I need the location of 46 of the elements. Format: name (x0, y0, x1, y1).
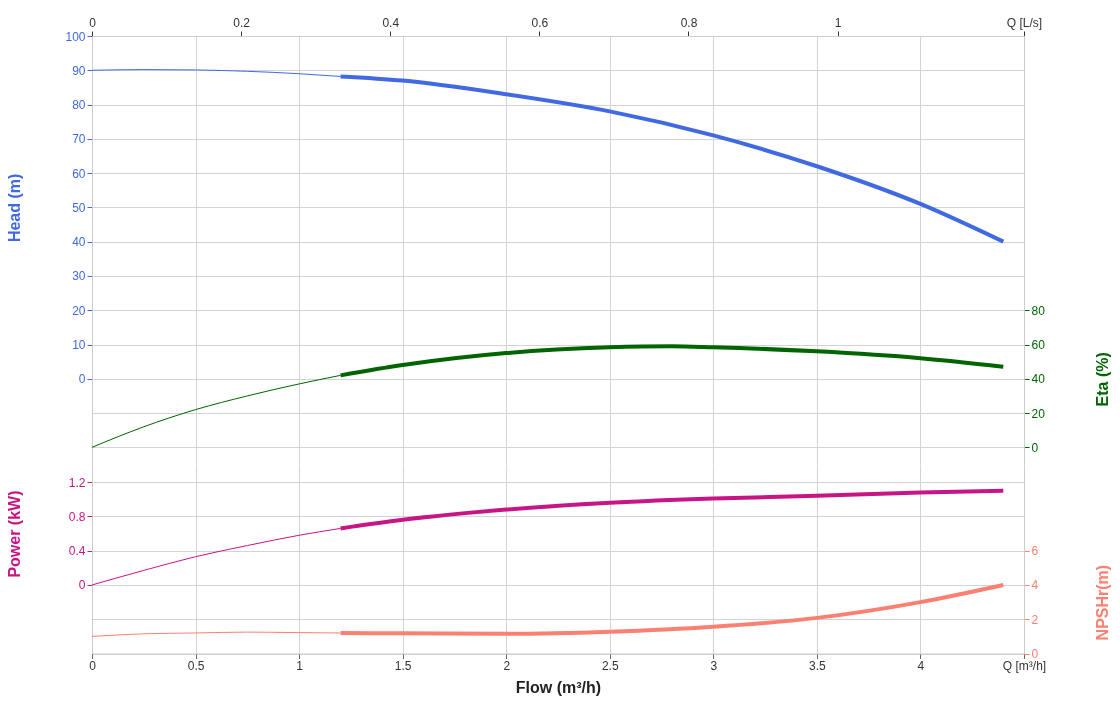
x-tick-label: 0 (89, 659, 97, 674)
x2-tick-label: 0.8 (680, 15, 698, 30)
y-tick-label: 80 (72, 98, 86, 113)
y-tick-label: 30 (72, 269, 86, 284)
y2-tick-label: 4 (1031, 578, 1039, 593)
x-tick-label: 2 (503, 659, 511, 674)
x-tick-label: 4 (917, 659, 925, 674)
x-tick-label: 3 (710, 659, 718, 674)
x2-tick-label: 1 (834, 15, 842, 30)
y-tick-label: 60 (72, 166, 86, 181)
y-tick-label: 70 (72, 132, 86, 147)
y2-tick-label: 60 (1031, 338, 1046, 352)
y-tick-label: 0.4 (68, 544, 86, 559)
x-tick-label: 3.5 (809, 659, 827, 674)
y2-tick-label: 2 (1031, 612, 1039, 627)
y2-axis-title: Eta (%) (1093, 352, 1111, 407)
y2-tick-label: 0 (1031, 647, 1039, 662)
x-tick-label: 1 (296, 659, 304, 674)
y-tick-label: 0 (78, 578, 86, 593)
x-axis-title: Flow (m³/h) (515, 679, 602, 697)
y2-tick-label: 0 (1031, 440, 1039, 455)
x-tick-label: Q [m³/h] (1002, 659, 1047, 674)
y2-tick-label: 80 (1031, 303, 1046, 318)
x-tick-label: 0.5 (187, 659, 205, 674)
x-tick-label: 1.5 (394, 659, 412, 674)
y-tick-label: 0.8 (68, 509, 86, 524)
y-axis-title: Head (m) (5, 173, 23, 243)
y2-tick-label: 20 (1031, 406, 1046, 421)
y-axis-title: Power (kW) (5, 490, 23, 578)
y2-tick-label: 6 (1031, 544, 1039, 559)
y-tick-label: 90 (72, 63, 86, 78)
y-tick-label: 10 (72, 338, 86, 352)
y2-axis-title: NPSHr(m) (1093, 564, 1111, 641)
y-tick-label: 0 (78, 372, 86, 387)
y-tick-label: 50 (72, 200, 86, 215)
x-tick-label: 2.5 (601, 659, 619, 674)
y-tick-label: 40 (72, 235, 86, 250)
x2-tick-label: 0.6 (531, 15, 549, 30)
x2-tick-label: Q [L/s] (1006, 15, 1043, 30)
y-tick-label: 100 (65, 29, 86, 44)
x2-tick-label: 0.4 (382, 15, 400, 30)
y-tick-label: 20 (72, 303, 86, 318)
x2-tick-label: 0.2 (233, 15, 251, 30)
x2-tick-label: 0 (89, 15, 97, 30)
y2-tick-label: 40 (1031, 372, 1046, 387)
y-tick-label: 1.2 (68, 475, 86, 490)
